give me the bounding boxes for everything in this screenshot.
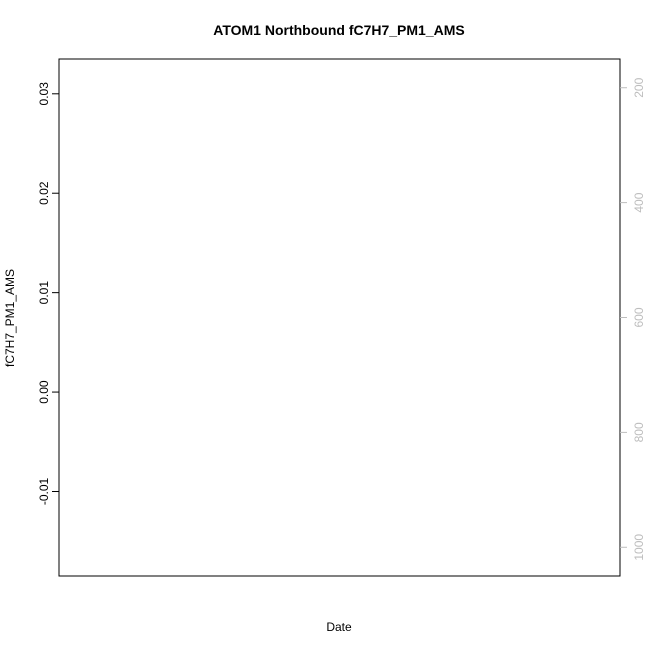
y-tick-label: -0.01 bbox=[37, 477, 51, 505]
x-axis-label: Date bbox=[326, 620, 352, 634]
right-tick-label: 600 bbox=[632, 307, 646, 327]
right-tick-label: 800 bbox=[632, 422, 646, 442]
right-tick-label: 200 bbox=[632, 77, 646, 97]
y-tick-label: 0.00 bbox=[37, 380, 51, 404]
right-tick-label: 400 bbox=[632, 192, 646, 212]
chart-title: ATOM1 Northbound fC7H7_PM1_AMS bbox=[213, 22, 465, 38]
right-tick-label: 1000 bbox=[632, 534, 646, 561]
right-axis: 200 400 600 800 1000 bbox=[620, 77, 646, 561]
y-tick-label: 0.03 bbox=[37, 82, 51, 106]
y-tick-label: 0.02 bbox=[37, 181, 51, 205]
plot-frame bbox=[58, 58, 621, 577]
y-axis-label: fC7H7_PM1_AMS bbox=[3, 269, 17, 367]
y-tick-label: 0.01 bbox=[37, 281, 51, 305]
y-axis: -0.01 0.00 0.01 0.02 0.03 bbox=[37, 82, 59, 505]
